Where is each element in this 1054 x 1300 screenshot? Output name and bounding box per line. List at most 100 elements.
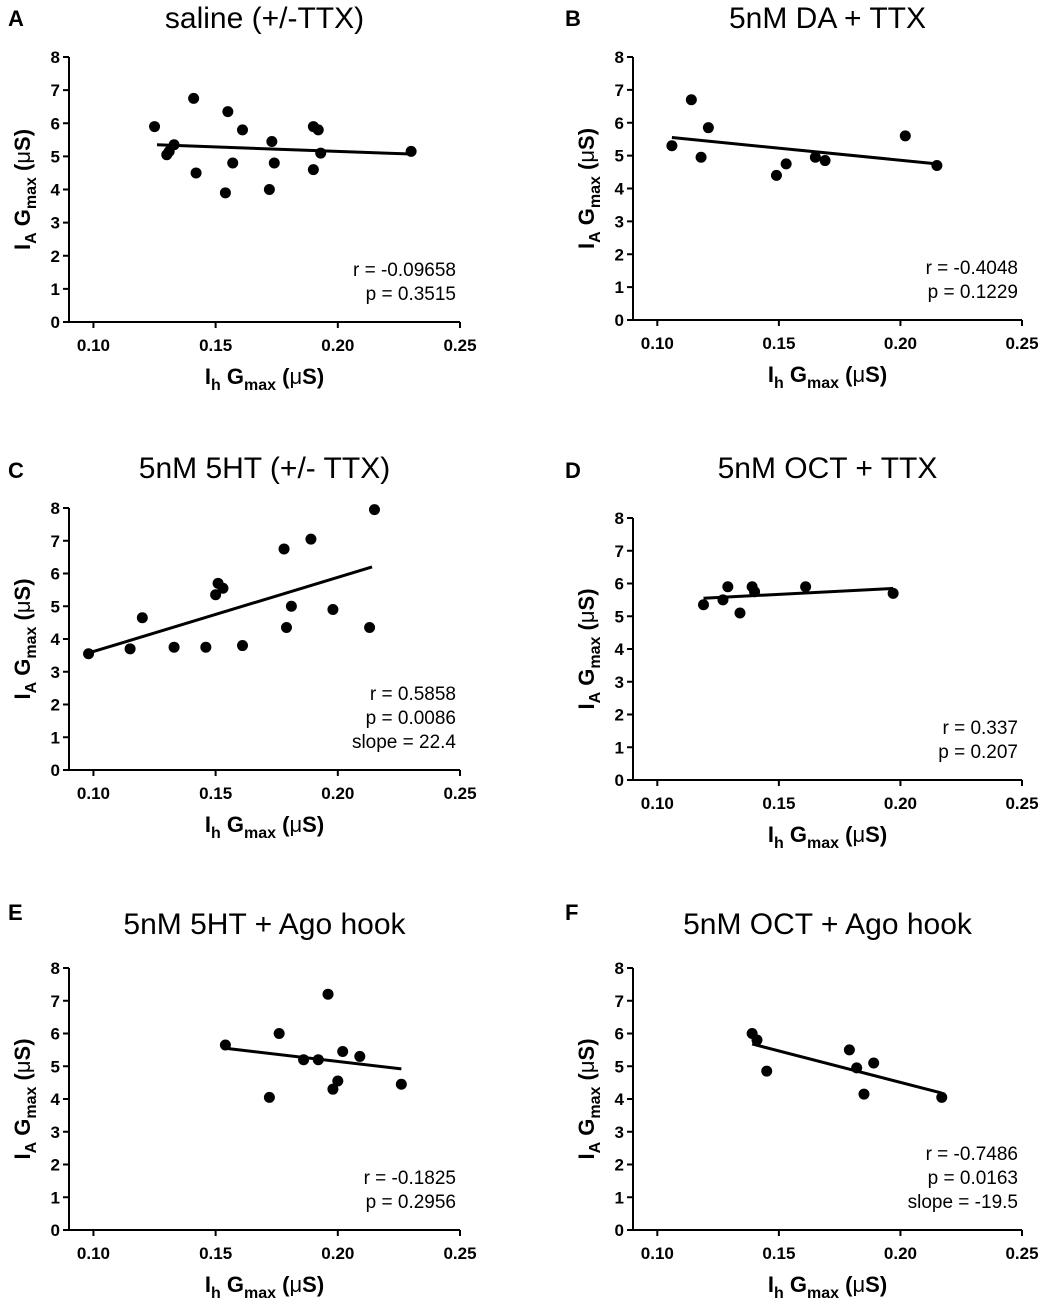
data-point	[936, 1091, 948, 1103]
x-tick-label: 0.25	[1005, 334, 1038, 353]
y-axis-label: IA Gmax (μS)	[10, 1038, 40, 1159]
data-point	[899, 130, 911, 142]
data-point	[405, 145, 417, 157]
x-tick-label: 0.10	[641, 1244, 674, 1263]
data-point	[717, 594, 729, 606]
data-point	[273, 1028, 285, 1039]
y-tick-label: 2	[51, 1156, 60, 1175]
y-tick-label: 3	[615, 673, 624, 692]
y-axis-label: IA Gmax (μS)	[10, 129, 40, 250]
data-point	[263, 184, 275, 195]
data-point	[307, 164, 319, 176]
x-axis-label: Ih Gmax (μS)	[768, 362, 887, 392]
y-tick-label: 5	[51, 597, 60, 616]
y-tick-label: 8	[615, 48, 624, 67]
y-tick-label: 3	[615, 212, 624, 231]
x-tick-label: 0.10	[77, 784, 110, 803]
data-point	[278, 543, 290, 555]
regression-line	[751, 1042, 943, 1095]
data-point	[751, 1034, 763, 1046]
y-axis-label: IA Gmax (μS)	[10, 578, 40, 699]
y-tick-label: 1	[615, 278, 624, 297]
y-tick-label: 8	[615, 959, 624, 978]
y-tick-label: 4	[51, 630, 61, 649]
stat-annotation: r = -0.4048	[926, 258, 1018, 279]
x-tick-label: 0.15	[199, 336, 232, 355]
data-point	[268, 157, 280, 169]
panel-d: D 5nM OCT + TTX 0 1 2 3 4 5 6 7 8 0.10 0.15 0.20 0.25 I…	[565, 452, 1039, 852]
data-point	[695, 151, 707, 163]
data-point	[780, 158, 792, 170]
data-point	[168, 641, 180, 653]
stat-annotation: p = 0.0086	[366, 708, 456, 729]
data-point	[868, 1057, 880, 1069]
panel-b: B 5nM DA + TTX 0 1 2 3 4 5 6 7 8 0.10 0.15 0.20 0.25 Ih…	[565, 2, 1039, 392]
stat-annotation: r = 0.337	[942, 718, 1018, 739]
x-tick-label: 0.20	[884, 794, 917, 813]
y-tick-label: 7	[615, 992, 624, 1011]
data-point	[227, 157, 239, 169]
y-tick-label: 2	[51, 696, 60, 715]
chart-title: 5nM OCT + Ago hook	[683, 908, 973, 941]
data-point	[722, 581, 734, 593]
y-tick-label: 0	[51, 1221, 60, 1240]
y-tick-label: 4	[615, 1090, 625, 1109]
data-point	[698, 599, 710, 611]
data-point	[188, 92, 200, 104]
data-point	[354, 1050, 366, 1062]
chart-title: 5nM 5HT (+/- TTX)	[139, 452, 390, 485]
x-tick-label: 0.25	[443, 336, 476, 355]
data-point	[210, 589, 222, 601]
data-point	[266, 135, 278, 147]
data-point	[217, 582, 229, 594]
y-tick-label: 2	[51, 247, 60, 266]
y-axis-label: IA Gmax (μS)	[574, 1038, 604, 1159]
y-tick-label: 2	[615, 706, 624, 725]
y-tick-label: 4	[51, 181, 61, 200]
chart-title: saline (+/-TTX)	[165, 2, 364, 35]
panel-label: A	[8, 6, 24, 31]
x-tick-label: 0.10	[641, 334, 674, 353]
y-tick-label: 3	[51, 214, 60, 233]
y-tick-label: 5	[615, 1057, 624, 1076]
y-tick-label: 5	[51, 1057, 60, 1076]
y-tick-label: 1	[615, 738, 624, 757]
data-point	[315, 147, 327, 159]
stat-annotation: p = 0.207	[938, 742, 1018, 763]
y-tick-label: 5	[615, 607, 624, 626]
data-point	[312, 124, 324, 136]
stat-annotation: slope = -19.5	[908, 1192, 1018, 1213]
data-point	[237, 640, 249, 652]
x-axis-label: Ih Gmax (μS)	[768, 822, 887, 852]
panel-label: B	[565, 6, 581, 31]
y-tick-label: 6	[51, 565, 60, 584]
y-tick-label: 5	[51, 147, 60, 166]
data-point	[327, 604, 339, 616]
data-point	[819, 155, 831, 167]
regression-line	[156, 143, 412, 156]
y-tick-label: 1	[51, 728, 60, 747]
data-point	[263, 1091, 275, 1103]
stat-annotation: r = -0.7486	[926, 1144, 1018, 1165]
data-point	[749, 586, 761, 598]
data-point	[83, 648, 95, 660]
data-point	[702, 122, 714, 134]
y-tick-label: 4	[615, 180, 625, 199]
y-tick-label: 1	[51, 1188, 60, 1207]
y-tick-label: 1	[615, 1188, 624, 1207]
x-axis-label: Ih Gmax (μS)	[205, 1272, 324, 1300]
x-tick-label: 0.10	[77, 1244, 110, 1263]
x-tick-label: 0.15	[762, 794, 795, 813]
panel-f: F 5nM OCT + Ago hook 0 1 2 3 4 5 6 7 8 0.10 0.15 0.20…	[565, 900, 1039, 1300]
y-tick-label: 0	[51, 761, 60, 780]
y-tick-label: 0	[615, 771, 624, 790]
y-tick-label: 0	[615, 1221, 624, 1240]
y-tick-label: 8	[51, 48, 60, 67]
data-point	[312, 1054, 324, 1066]
data-point	[761, 1065, 773, 1077]
data-point	[368, 504, 380, 516]
y-tick-label: 8	[51, 499, 60, 518]
data-point	[168, 139, 180, 151]
data-point	[285, 600, 297, 612]
